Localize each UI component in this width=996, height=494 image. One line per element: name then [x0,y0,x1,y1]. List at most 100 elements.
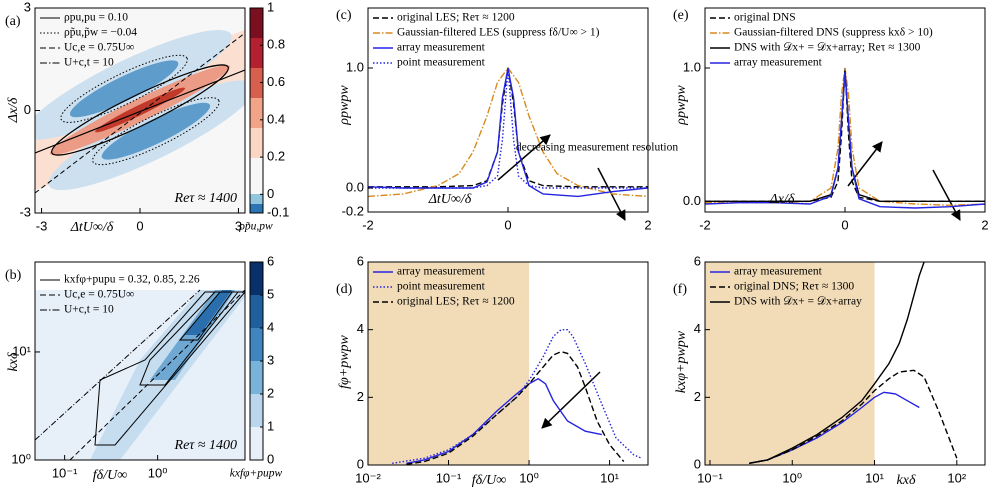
line-series [705,70,985,202]
legend-label: point measurement [397,281,486,293]
panel: -2 0 2 -0.2 0.0 1.0 (c) ΔtU∞/δ ρpwpw original LES… [336,7,678,232]
y-tick-label: 6 [357,253,364,268]
legend-label: point measurement [397,57,486,69]
colorbar-tick-label: 0 [267,451,274,466]
legend-label: Uc,e = 0.75U∞ [64,289,134,301]
y-axis-label: kxφ+pwpw [674,330,689,393]
x-axis-label: ΔtU∞/δ [70,220,114,235]
legend-label: array measurement [397,42,486,54]
colorbar-label: ρp̃u,pw [238,221,273,233]
colorbar-tick-label: 6 [267,253,274,268]
panel: 10⁻¹ 10⁰ 10⁰ 10¹ (b) fδ/U∞ kxδ kxfφ+pupu = 0.32… [5,253,283,483]
x-tick-label: 2 [981,217,988,232]
x-tick-label: -2 [362,217,374,232]
line-series [705,67,985,202]
legend-label: kxfφ+pupu = 0.32, 0.85, 2.26 [64,274,200,286]
x-tick-label: 10⁻¹ [697,470,723,485]
panel-label: (a) [5,14,21,29]
legend-label: ρp̃u,p̃w = −0.04 [64,26,137,38]
colorbar-tick-label: -0.1 [267,204,289,219]
legend-label: original DNS [734,12,796,24]
line-series [749,262,925,464]
y-axis-label: kxδ [6,352,21,371]
y-tick-label: 0 [357,456,364,471]
colorbar-tick-label: 1 [267,0,274,14]
annotation: decreasing measurement resolution [516,142,678,154]
contour-field-a [35,8,245,213]
y-tick-label: 10⁰ [11,451,31,466]
line-series [368,67,648,198]
legend-label: Gaussian-filtered LES (suppress fδ/U∞ > … [397,27,600,39]
y-tick-label: 2 [694,389,701,404]
shaded-region [368,262,530,465]
y-tick-label: 0 [24,102,31,117]
y-axis-label: ρpwpw [674,85,689,126]
line-series [705,71,985,209]
annotation: Reτ ≈ 1400 [174,191,237,206]
y-tick-label: 4 [694,321,701,336]
panel-label: (f) [673,282,687,297]
x-tick-label: 0 [504,217,511,232]
colorbar-tick-label: 0.2 [267,149,285,164]
panel: 10⁻¹ 10⁰ 10¹ 10² 0 2 4 6 (f) kxδ kxφ+pwpw array mea… [673,253,986,488]
y-tick-label: -3 [19,204,31,219]
y-tick-label: 6 [694,253,701,268]
x-axis-label: kxδ [897,473,916,488]
line-series [705,67,985,207]
colorbar-label: kxfφ+pupw [230,468,283,480]
colorbar-tick-label: 0.6 [267,74,285,89]
x-tick-label: 0 [841,217,848,232]
legend-label: array measurement [734,57,823,69]
y-tick-label: 3 [24,0,31,14]
panel: -2 0 2 0.0 1.0 (e) Δx/δ ρpwpw original DNS Gaussi… [673,7,989,232]
colorbar-fill-a [250,8,263,213]
line-series [368,67,648,189]
x-tick-label: 10¹ [600,470,619,485]
x-tick-label: 10⁻¹ [52,465,78,480]
y-tick-label: 2 [357,389,364,404]
legend-label: original DNS; Reτ ≈ 1300 [734,281,854,293]
colorbar-tick-label: 0.8 [267,37,285,52]
line-series [392,329,642,464]
colorbar-tick-label: 1 [267,418,274,433]
x-tick-label: 2 [644,217,651,232]
x-axis-label: fδ/U∞ [472,473,506,488]
legend-label: Uc,e = 0.75U∞ [64,42,134,54]
plot-frame [704,261,986,466]
legend-label: Gaussian-filtered DNS (suppress kxδ > 10… [734,27,933,39]
line-series [406,350,625,465]
x-tick-label: -2 [699,217,711,232]
legend-label: array measurement [397,266,486,278]
legend-label: original LES; Reτ ≈ 1200 [397,296,515,308]
colorbar-tick-label: 0.4 [267,111,285,126]
panel-label: (d) [336,282,353,297]
line-series [406,377,602,464]
x-tick-label: 10⁰ [148,465,168,480]
colorbar-frame [249,7,264,214]
legend-label: U+c,t = 10 [64,57,114,69]
x-tick-label: 10⁰ [519,470,539,485]
y-axis-label: ρpwpw [337,85,352,126]
colorbar-tick-label: 4 [267,319,274,334]
colorbar-tick-label: 0 [267,186,274,201]
y-axis-label: Δx/δ [6,97,21,123]
legend-label: original LES; Reτ ≈ 1200 [397,12,515,24]
x-tick-label: 3 [235,218,242,233]
line-series [368,66,648,198]
panel-label: (c) [336,8,352,23]
legend-label: ρpu,pu = 0.10 [64,12,128,24]
y-tick-label: 1.0 [346,59,364,74]
x-tick-label: 10¹ [865,470,884,485]
shaded-region [705,262,875,465]
legend-label: DNS with 𝒟x+ = 𝒟x+array [734,296,862,308]
y-tick-label: 4 [357,321,364,336]
x-tick-label: 10⁻² [355,470,381,485]
legend-label: DNS with 𝒟x+ = 𝒟x+array; Reτ ≈ 1300 [734,42,921,54]
x-tick-label: 10⁰ [782,470,802,485]
x-axis-label: Δx/δ [769,192,795,207]
x-tick-label: 10² [947,470,966,485]
x-tick-label: 10⁻¹ [436,470,462,485]
line-series [749,369,958,464]
